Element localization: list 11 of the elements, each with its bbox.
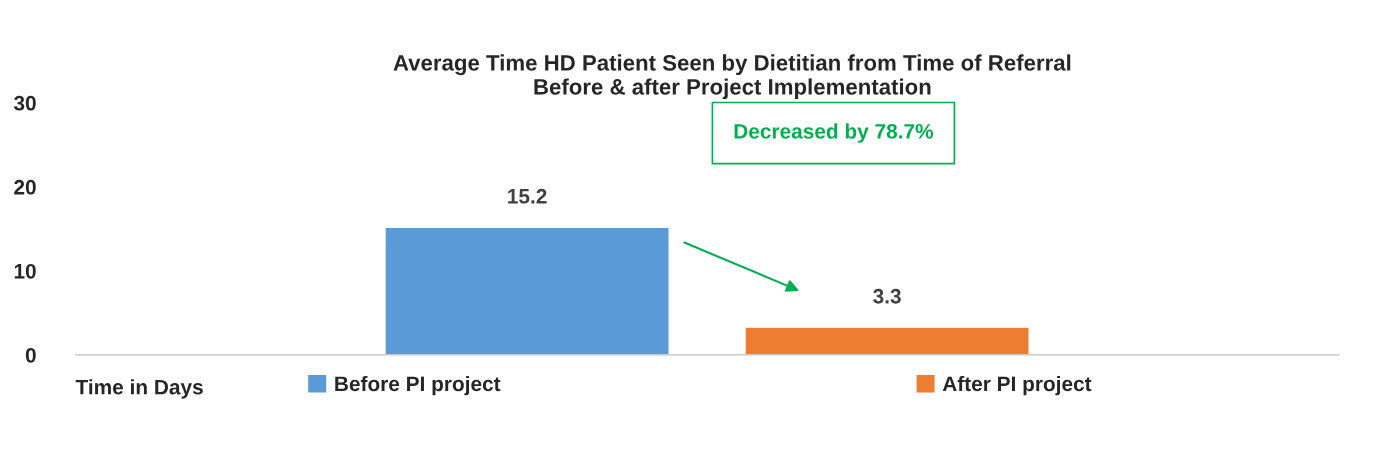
y-tick-label: 0	[25, 347, 36, 363]
data-label: 3.3	[873, 288, 901, 304]
x-axis-title: Time in Days	[75, 379, 203, 399]
chart-title: Average Time HD Patient Seen by Dietitian from Time of Referral Before & after Project Implementation	[393, 54, 1071, 100]
y-tick-label: 10	[14, 263, 36, 279]
annotation: Decreased by 78.7%	[734, 123, 934, 143]
legend-label: Before PI project	[335, 375, 501, 396]
y-tick-label: 20	[14, 179, 36, 195]
data-label: 15.2	[508, 188, 547, 204]
y-tick-label: 30	[13, 95, 36, 111]
legend-label: After PI project	[942, 375, 1092, 396]
